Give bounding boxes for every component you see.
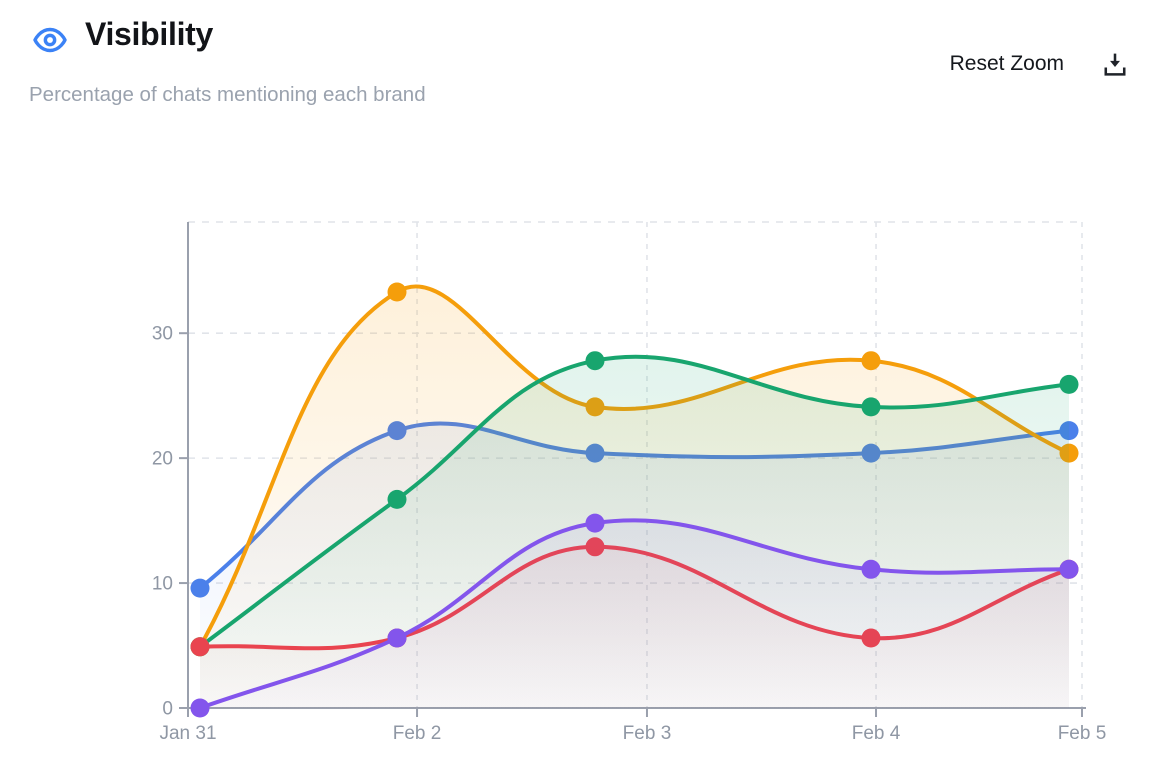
point-red-0[interactable]	[190, 637, 210, 657]
eye-icon	[33, 27, 67, 53]
point-purple-3[interactable]	[861, 559, 881, 579]
point-purple-0[interactable]	[190, 698, 210, 718]
x-tick-label-Feb 3: Feb 3	[623, 723, 672, 744]
y-tick-label-20: 20	[152, 449, 173, 470]
download-button[interactable]	[1100, 48, 1132, 80]
download-icon	[1104, 53, 1126, 76]
point-blue-0[interactable]	[190, 578, 210, 598]
point-green-1[interactable]	[387, 489, 407, 509]
chart-subtitle: Percentage of chats mentioning each bran…	[29, 83, 426, 106]
page-title: Visibility	[85, 16, 214, 52]
point-green-4[interactable]	[1059, 374, 1079, 394]
point-purple-1[interactable]	[387, 628, 407, 648]
chart-actions: Reset Zoom	[950, 48, 1132, 80]
x-tick-label-Jan 31: Jan 31	[159, 723, 216, 744]
point-orange-3[interactable]	[861, 351, 881, 371]
y-tick-label-0: 0	[162, 699, 173, 720]
y-tick-label-30: 30	[152, 324, 173, 345]
x-tick-label-Feb 2: Feb 2	[393, 723, 442, 744]
x-tick-label-Feb 4: Feb 4	[852, 723, 901, 744]
series-purple	[190, 513, 1079, 718]
chart-axis-labels: 0 10 20 30 Jan 31 Feb 2 Feb 3 Feb 4 Feb 5	[152, 324, 1106, 744]
point-green-2[interactable]	[585, 351, 605, 371]
point-orange-1[interactable]	[387, 282, 407, 302]
y-tick-label-10: 10	[152, 574, 173, 595]
point-purple-4[interactable]	[1059, 559, 1079, 579]
point-green-3[interactable]	[861, 397, 881, 417]
x-tick-label-Feb 5: Feb 5	[1058, 723, 1107, 744]
reset-zoom-button[interactable]: Reset Zoom	[949, 52, 1064, 75]
point-purple-2[interactable]	[585, 513, 605, 533]
